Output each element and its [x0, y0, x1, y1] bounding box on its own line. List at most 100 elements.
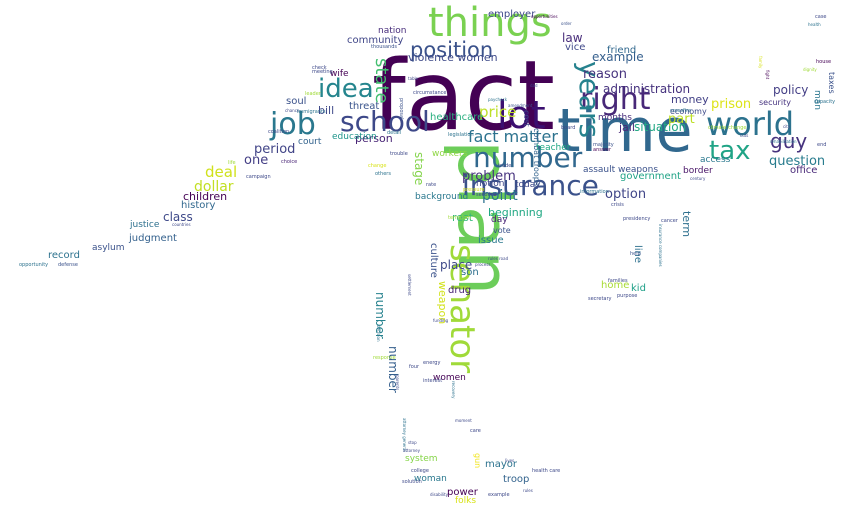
word-cloud-word: crossfire: [670, 108, 692, 114]
word-cloud-word: life: [228, 160, 236, 166]
word-cloud-word: jail: [619, 121, 635, 134]
word-cloud-word: border: [683, 166, 713, 176]
word-cloud-word: countries: [172, 222, 191, 227]
word-cloud-word: campaign: [246, 174, 271, 180]
word-cloud-word: asylum: [92, 243, 125, 253]
word-cloud-word: end: [817, 142, 827, 148]
word-cloud-word: settlement: [407, 274, 412, 296]
word-cloud-word: moment: [455, 418, 472, 423]
word-cloud-word: son: [461, 267, 479, 278]
word-cloud-word: combat troops: [532, 128, 541, 187]
word-cloud-word: folks: [455, 496, 477, 506]
word-cloud-word: order: [561, 21, 572, 26]
word-cloud-word: price: [479, 103, 517, 121]
word-cloud-word: seconds: [476, 192, 497, 198]
word-cloud-word: drug: [448, 285, 472, 296]
word-cloud-word: taxes: [827, 72, 836, 94]
word-cloud-word: place: [440, 258, 473, 272]
word-cloud-word: time: [557, 96, 693, 166]
word-cloud-word: teacher: [536, 143, 571, 153]
word-cloud-word: fact matter: [468, 127, 558, 146]
word-cloud-word: beginning: [488, 206, 543, 219]
word-cloud-word: rules: [523, 488, 533, 493]
word-cloud-word: fight: [765, 70, 770, 80]
word-cloud-word: insurance companies: [658, 224, 663, 267]
word-cloud-word: case: [815, 14, 827, 20]
word-cloud-word: troop: [503, 474, 530, 485]
word-cloud-word: check: [312, 65, 327, 71]
word-cloud-word: soul: [286, 96, 307, 107]
word-cloud-word: rehabilitation: [770, 139, 797, 144]
word-cloud-word: government: [620, 171, 681, 182]
word-cloud-word: home: [601, 280, 630, 291]
word-cloud-word: climate change: [708, 125, 747, 131]
word-cloud-word: judgment: [129, 233, 177, 244]
word-cloud-word: chance: [285, 108, 300, 113]
word-cloud-word: person: [355, 132, 393, 145]
word-cloud-word: guy: [770, 129, 808, 153]
word-cloud-word: day: [491, 215, 508, 225]
word-cloud-word: healthcare: [430, 112, 484, 123]
word-cloud-word: majority: [593, 142, 614, 148]
word-cloud-word: meeting: [312, 69, 333, 75]
word-cloud-word: coalition: [268, 129, 290, 135]
word-cloud-word: pressure: [463, 187, 485, 193]
word-cloud-word: tax: [709, 136, 751, 166]
word-cloud-word: children: [183, 190, 228, 203]
word-cloud-word: decision: [376, 325, 381, 342]
word-cloud-word: position: [410, 38, 494, 62]
word-cloud-word: families: [608, 278, 628, 284]
word-cloud-word: policy: [773, 83, 809, 97]
word-cloud-word: rest: [452, 211, 474, 224]
word-cloud-word: culture: [428, 243, 439, 278]
word-cloud-word: violence women: [408, 51, 498, 64]
word-cloud-word: record: [48, 250, 80, 261]
word-cloud-word: fact: [372, 40, 556, 152]
word-cloud-word: insurance: [462, 169, 599, 202]
word-cloud-word: trade: [498, 163, 512, 169]
word-cloud-word: immigrants: [297, 109, 326, 115]
word-cloud-word: deal: [205, 163, 238, 181]
word-cloud-word: job: [270, 107, 316, 142]
word-cloud-word: rate: [426, 182, 437, 188]
word-cloud-word: information: [580, 189, 609, 195]
word-cloud-word: capacity: [814, 99, 836, 105]
word-cloud-word: circumstance: [413, 90, 447, 96]
word-cloud-word: house: [816, 59, 832, 65]
word-cloud-word: family: [758, 56, 763, 69]
word-cloud-word: stage: [412, 152, 426, 186]
word-cloud-word: nation: [378, 26, 407, 36]
word-cloud-word: presidency: [623, 216, 651, 222]
word-cloud-word: thousands: [371, 44, 397, 50]
word-cloud-word: reason: [583, 67, 627, 82]
word-cloud-word: notion: [476, 179, 505, 189]
word-cloud-word: response: [373, 355, 396, 361]
word-cloud-word: education: [332, 132, 377, 142]
word-cloud-word: administration: [603, 82, 691, 96]
word-cloud-word: detail: [387, 130, 402, 136]
word-cloud-word: gun: [473, 453, 482, 469]
word-cloud-word: opportunity: [19, 262, 49, 268]
word-cloud-word: background: [415, 192, 469, 202]
word-cloud-word: justice: [130, 220, 160, 230]
word-cloud-word: term: [680, 211, 693, 238]
word-cloud-word: terrorism: [448, 215, 471, 221]
word-cloud-word: number: [473, 141, 583, 174]
word-cloud-word: process: [475, 262, 491, 267]
word-cloud-word: recovery: [451, 381, 456, 399]
word-cloud-word: things: [428, 0, 552, 46]
word-cloud-word: example: [488, 492, 510, 498]
word-cloud-word: funding: [433, 318, 449, 323]
word-cloud-word: one: [244, 153, 269, 168]
word-cloud-word: economy: [670, 107, 707, 116]
word-cloud-word: women: [433, 373, 466, 383]
word-cloud-word: dollar: [194, 179, 234, 195]
word-cloud-word: table: [408, 76, 419, 81]
word-cloud-word: security: [759, 98, 791, 107]
word-cloud-word: paycheck: [488, 97, 508, 102]
word-cloud-word: lot: [497, 93, 546, 137]
word-cloud-word: right: [580, 82, 651, 117]
word-cloud-word: example: [592, 50, 644, 64]
word-cloud-word: employer: [488, 9, 536, 20]
